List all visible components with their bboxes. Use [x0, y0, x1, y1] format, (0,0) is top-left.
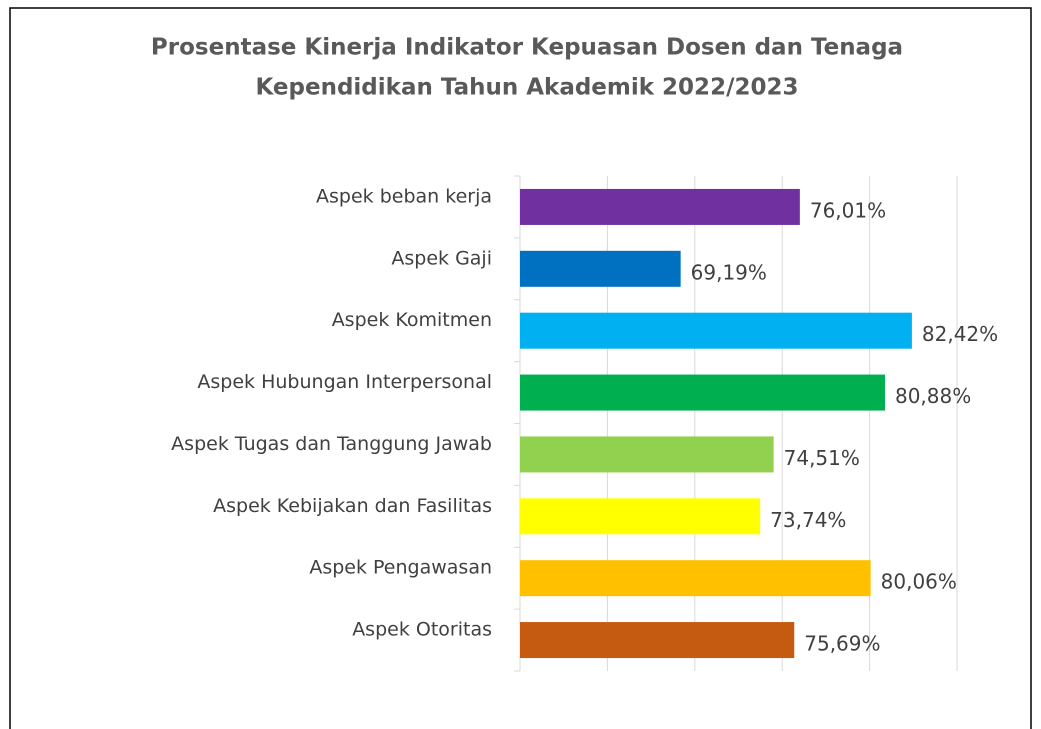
- y-tick-label: Aspek Gaji: [391, 247, 492, 269]
- bar: [520, 622, 795, 659]
- y-tick-label: Aspek Kebijakan dan Fasilitas: [213, 495, 492, 517]
- bar: [520, 560, 871, 597]
- data-label: 69,19%: [691, 260, 767, 284]
- bar: [520, 436, 774, 473]
- y-tick-label: Aspek beban kerja: [316, 185, 492, 207]
- data-label: 75,69%: [804, 632, 880, 656]
- data-label: 80,88%: [895, 384, 971, 408]
- y-tick-label: Aspek Tugas dan Tanggung Jawab: [171, 433, 492, 455]
- chart-title: Kependidikan Tahun Akademik 2022/2023: [256, 75, 799, 101]
- data-label: 82,42%: [922, 322, 998, 346]
- y-tick-label: Aspek Hubungan Interpersonal: [197, 371, 492, 393]
- y-tick-label: Aspek Komitmen: [332, 309, 492, 331]
- bar: [520, 374, 885, 411]
- y-tick-label: Aspek Pengawasan: [309, 557, 492, 579]
- chart-title: Prosentase Kinerja Indikator Kepuasan Do…: [151, 35, 903, 61]
- bar: [520, 250, 681, 287]
- data-label: 74,51%: [784, 446, 860, 470]
- bar: [520, 498, 761, 535]
- bar: [520, 312, 912, 349]
- y-tick-label: Aspek Otoritas: [352, 619, 492, 641]
- data-label: 76,01%: [810, 198, 886, 222]
- data-label: 73,74%: [770, 508, 846, 532]
- bar: [520, 188, 800, 225]
- data-label: 80,06%: [881, 570, 957, 594]
